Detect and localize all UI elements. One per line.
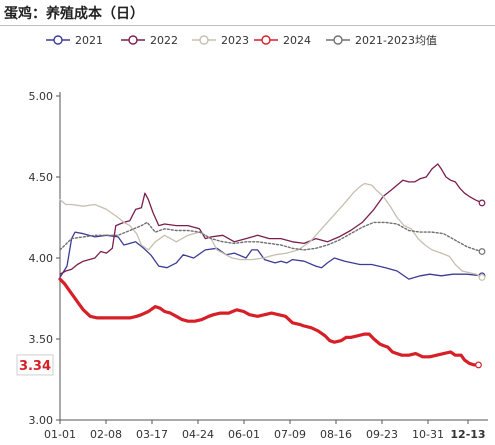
- series-end-point-2: [478, 274, 486, 281]
- x-tick-label: 03-17: [136, 428, 168, 441]
- legend-label: 2022: [150, 34, 178, 47]
- x-tick-label: 08-16: [320, 428, 352, 441]
- legend-label: 2023: [221, 34, 249, 47]
- y-tick-label: 3.00: [29, 414, 54, 427]
- series-end-point-4: [478, 248, 486, 255]
- current-value-label: 3.34: [19, 359, 51, 374]
- annotation-layer: 3.34: [16, 354, 54, 376]
- y-tick-label: 4.00: [29, 252, 54, 265]
- series-line-0: [59, 231, 483, 280]
- legend-swatch-marker: [199, 35, 209, 45]
- x-tick-label: 01-01: [44, 428, 76, 441]
- chart-title: 蛋鸡：养殖成本（日）: [4, 6, 144, 22]
- x-tick-label: 06-01: [228, 428, 260, 441]
- x-tick-label: 04-24: [182, 428, 214, 441]
- series-line-2: [59, 182, 483, 279]
- x-tick-label: 07-09: [274, 428, 306, 441]
- legend-label: 2024: [283, 34, 311, 47]
- y-tick-label: 4.50: [29, 171, 54, 184]
- legend-label: 2021: [75, 34, 103, 47]
- legend-label: 2021-2023均值: [355, 34, 437, 47]
- x-tick-label: 02-08: [90, 428, 122, 441]
- series-end-point-1: [478, 199, 486, 207]
- legend-swatch-marker: [128, 35, 138, 45]
- chart-legend: 2021 2022 2023 2024 2021-2023均值: [46, 34, 437, 47]
- series-line-4: [59, 221, 483, 253]
- series-line-3: [58, 277, 481, 367]
- y-tick-label: 3.50: [29, 333, 54, 346]
- series-end-point-3: [475, 361, 482, 369]
- y-tick-label: 5.00: [29, 90, 54, 103]
- chart-axes: 3.00 3.50 4.00 4.50 5.00 01-01 02-08 03-17 04-24…: [29, 90, 488, 441]
- title-divider: [0, 25, 495, 26]
- legend-swatch-marker: [261, 35, 271, 45]
- legend-swatch-marker: [53, 35, 63, 45]
- legend-swatch-marker: [333, 35, 343, 45]
- series-line-1: [59, 163, 483, 275]
- x-tick-label: 09-23: [366, 428, 398, 441]
- x-tick-label-highlight: 12-13: [450, 428, 485, 441]
- current-value-box: [16, 354, 54, 376]
- series-layer: [58, 163, 486, 369]
- x-tick-label: 10-31: [412, 428, 444, 441]
